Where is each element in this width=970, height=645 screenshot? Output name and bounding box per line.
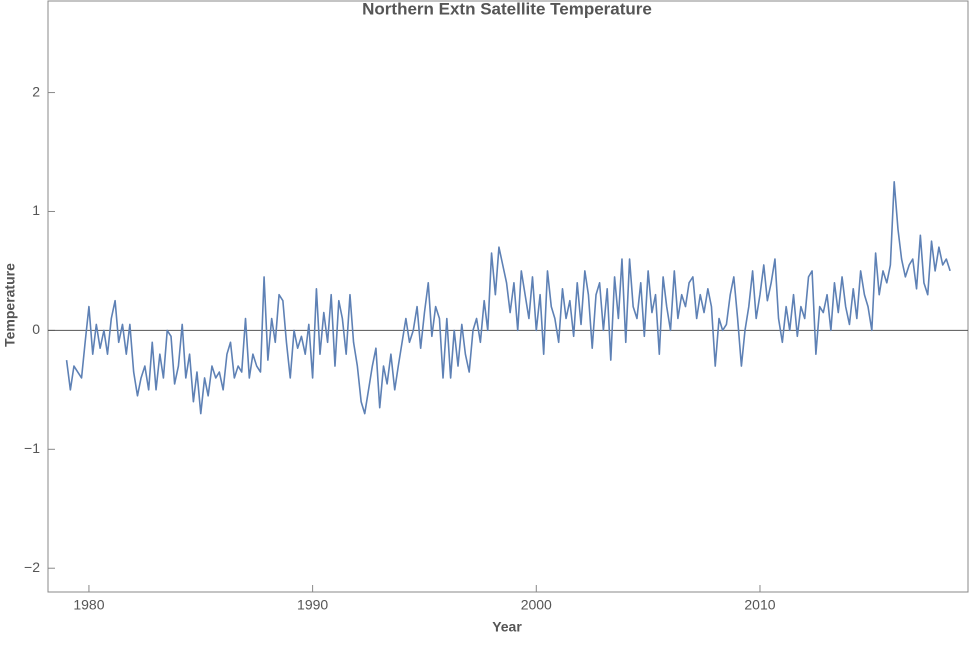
y-tick-label: −1 [24,440,40,456]
y-tick-label: 1 [32,202,40,218]
x-tick-label: 2010 [744,597,775,613]
x-tick-label: 2000 [521,597,552,613]
y-tick-label: 2 [32,83,40,99]
data-line [65,180,951,415]
y-axis-label: Temperature [2,263,18,347]
x-tick-label: 1990 [297,597,328,613]
x-tick-label: 1980 [73,597,104,613]
y-tick-label: −2 [24,559,40,575]
plot-frame [47,0,969,593]
x-axis-label: Year [492,619,522,635]
y-tick-label: 0 [32,321,40,337]
chart-title: Northern Extn Satellite Temperature [362,0,652,18]
